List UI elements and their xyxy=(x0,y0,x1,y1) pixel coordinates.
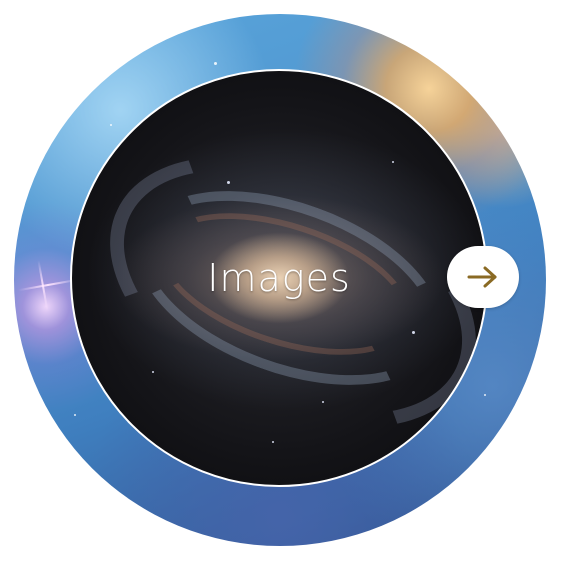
star xyxy=(412,331,415,334)
star xyxy=(227,181,230,184)
star-flare xyxy=(18,278,78,292)
galaxy-image xyxy=(70,69,488,487)
star xyxy=(110,124,112,126)
arrow-right-icon xyxy=(467,266,497,288)
star xyxy=(214,62,217,65)
star xyxy=(322,401,324,403)
star xyxy=(272,441,274,443)
star xyxy=(152,371,154,373)
next-arrow-button[interactable] xyxy=(447,246,519,308)
card-title: Images xyxy=(207,256,351,300)
star xyxy=(74,414,76,416)
star xyxy=(392,161,394,163)
star xyxy=(484,394,486,396)
